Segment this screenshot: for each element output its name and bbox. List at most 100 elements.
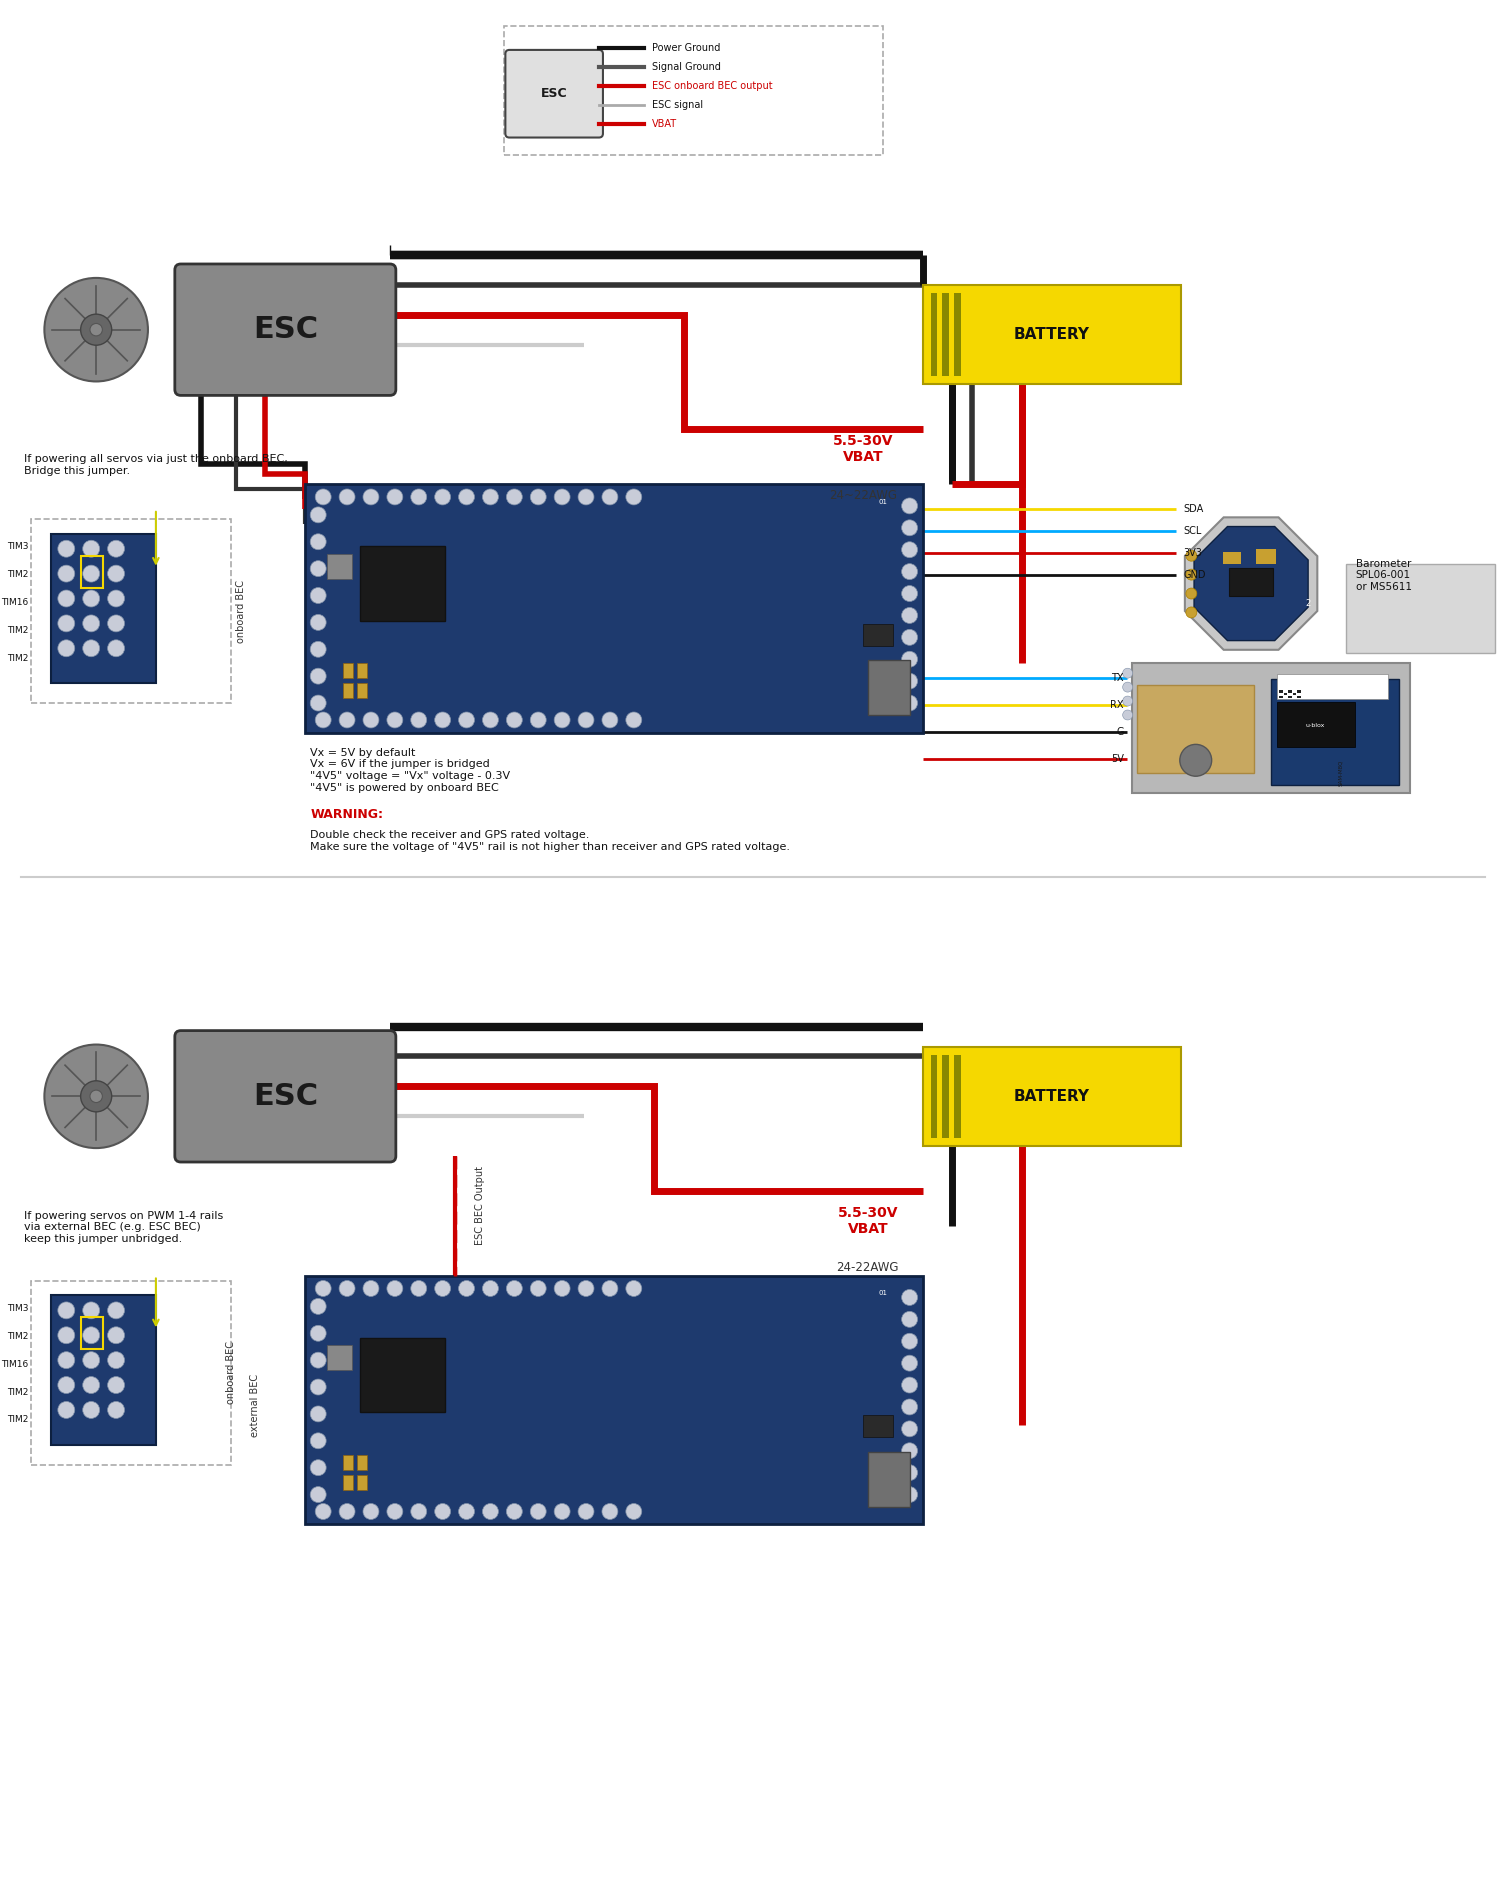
Circle shape bbox=[82, 540, 99, 557]
Text: 2: 2 bbox=[1305, 598, 1311, 608]
Circle shape bbox=[108, 615, 124, 632]
Bar bbox=[1280, 691, 1282, 693]
Text: TIM2: TIM2 bbox=[8, 627, 28, 634]
Text: If powering servos on PWM 1-4 rails
via external BEC (e.g. ESC BEC)
keep this ju: If powering servos on PWM 1-4 rails via … bbox=[24, 1210, 224, 1244]
Circle shape bbox=[483, 1504, 498, 1519]
Bar bbox=[1222, 551, 1240, 563]
Text: 24-22AWG: 24-22AWG bbox=[837, 1261, 898, 1274]
Circle shape bbox=[902, 694, 918, 711]
Circle shape bbox=[58, 1302, 75, 1319]
Circle shape bbox=[459, 489, 474, 504]
Circle shape bbox=[435, 489, 450, 504]
Circle shape bbox=[578, 1280, 594, 1297]
Text: ESC BEC Output: ESC BEC Output bbox=[474, 1167, 484, 1246]
Text: onboard BEC: onboard BEC bbox=[225, 1340, 236, 1404]
Circle shape bbox=[315, 1504, 332, 1519]
Circle shape bbox=[1122, 681, 1132, 693]
Bar bbox=[1346, 563, 1496, 653]
Bar bbox=[862, 625, 892, 646]
Circle shape bbox=[310, 1406, 326, 1423]
Circle shape bbox=[310, 1487, 326, 1502]
Text: 5.5-30V
VBAT: 5.5-30V VBAT bbox=[833, 435, 892, 465]
Bar bbox=[327, 553, 352, 578]
Circle shape bbox=[602, 1280, 618, 1297]
Bar bbox=[930, 1054, 938, 1139]
Circle shape bbox=[339, 489, 356, 504]
Circle shape bbox=[578, 489, 594, 504]
Circle shape bbox=[1122, 710, 1132, 721]
Circle shape bbox=[82, 640, 99, 657]
Circle shape bbox=[902, 1332, 918, 1349]
Text: 24~22AWG: 24~22AWG bbox=[830, 489, 897, 502]
Circle shape bbox=[108, 640, 124, 657]
Text: If powering all servos via just the onboard BEC,
Bridge this jumper.: If powering all servos via just the onbo… bbox=[24, 454, 288, 476]
Circle shape bbox=[902, 499, 918, 514]
Circle shape bbox=[387, 489, 404, 504]
Circle shape bbox=[578, 711, 594, 728]
Circle shape bbox=[435, 711, 450, 728]
Text: Signal Ground: Signal Ground bbox=[651, 62, 720, 72]
Circle shape bbox=[58, 1327, 75, 1344]
Bar bbox=[1288, 696, 1292, 698]
Bar bbox=[504, 26, 882, 156]
Text: TIM2: TIM2 bbox=[8, 1415, 28, 1425]
Bar bbox=[1293, 693, 1296, 694]
Circle shape bbox=[554, 1504, 570, 1519]
Circle shape bbox=[108, 591, 124, 608]
Circle shape bbox=[507, 489, 522, 504]
Circle shape bbox=[310, 642, 326, 657]
Bar bbox=[868, 661, 909, 715]
Circle shape bbox=[310, 1325, 326, 1342]
Circle shape bbox=[82, 1302, 99, 1319]
Circle shape bbox=[108, 1351, 124, 1368]
Circle shape bbox=[82, 1351, 99, 1368]
Bar bbox=[357, 1475, 368, 1489]
Circle shape bbox=[483, 1280, 498, 1297]
Bar bbox=[1228, 568, 1274, 595]
Circle shape bbox=[339, 1280, 356, 1297]
Circle shape bbox=[310, 561, 326, 576]
Circle shape bbox=[108, 1402, 124, 1419]
Bar bbox=[360, 1338, 444, 1412]
Bar bbox=[1131, 662, 1410, 792]
Circle shape bbox=[554, 1280, 570, 1297]
Circle shape bbox=[411, 1280, 426, 1297]
Text: RX: RX bbox=[1110, 700, 1124, 710]
Text: 3V3: 3V3 bbox=[1184, 548, 1203, 557]
Circle shape bbox=[483, 489, 498, 504]
Text: 01: 01 bbox=[878, 1291, 886, 1297]
Circle shape bbox=[902, 651, 918, 668]
Circle shape bbox=[1186, 568, 1197, 580]
Circle shape bbox=[902, 519, 918, 536]
Circle shape bbox=[1186, 550, 1197, 561]
Circle shape bbox=[1122, 696, 1132, 706]
Circle shape bbox=[58, 591, 75, 608]
Circle shape bbox=[108, 1376, 124, 1393]
Circle shape bbox=[108, 540, 124, 557]
Circle shape bbox=[82, 1376, 99, 1393]
Circle shape bbox=[902, 542, 918, 557]
Text: TIM16: TIM16 bbox=[2, 598, 28, 608]
Circle shape bbox=[459, 711, 474, 728]
Bar bbox=[344, 1455, 352, 1470]
Bar bbox=[1288, 691, 1292, 693]
Bar bbox=[942, 294, 950, 376]
Circle shape bbox=[45, 279, 148, 382]
Circle shape bbox=[310, 668, 326, 685]
Text: external BEC: external BEC bbox=[251, 1374, 261, 1436]
Bar bbox=[344, 683, 352, 698]
Circle shape bbox=[82, 591, 99, 608]
Text: SCL: SCL bbox=[1184, 525, 1202, 536]
Circle shape bbox=[578, 1504, 594, 1519]
Text: TIM16: TIM16 bbox=[2, 1359, 28, 1368]
Text: 01: 01 bbox=[878, 499, 886, 504]
Circle shape bbox=[339, 1504, 356, 1519]
Bar bbox=[344, 1475, 352, 1489]
Circle shape bbox=[82, 615, 99, 632]
Circle shape bbox=[310, 1432, 326, 1449]
Bar bbox=[1280, 696, 1282, 698]
Circle shape bbox=[531, 1504, 546, 1519]
Circle shape bbox=[310, 614, 326, 630]
Text: 5V: 5V bbox=[1112, 755, 1124, 764]
Circle shape bbox=[507, 1504, 522, 1519]
